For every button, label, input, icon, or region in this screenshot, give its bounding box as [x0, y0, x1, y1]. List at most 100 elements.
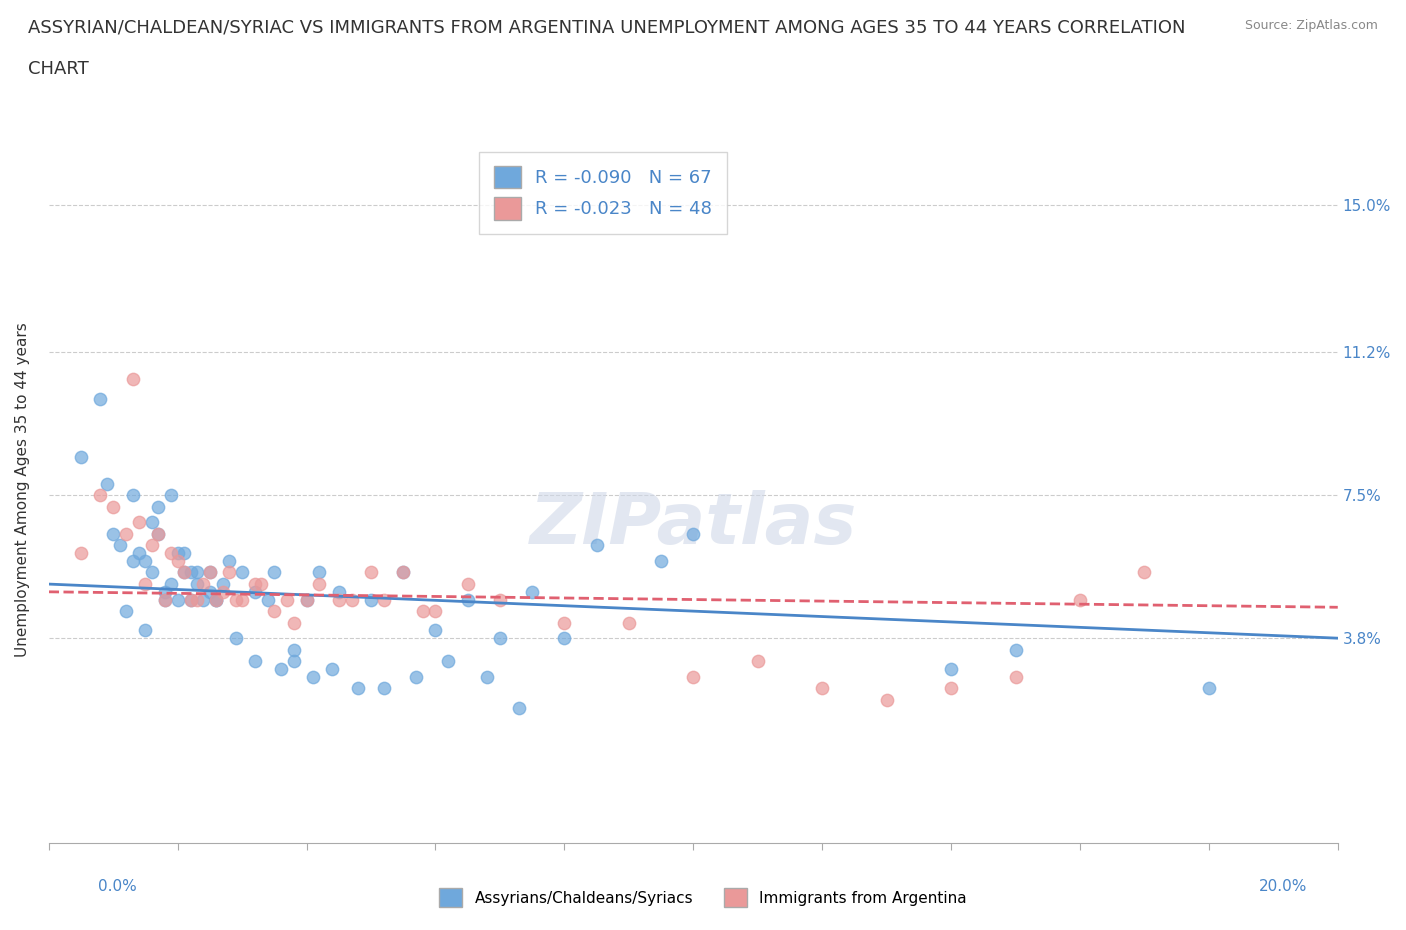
- Point: [437, 654, 460, 669]
- Point: [457, 577, 479, 591]
- Point: [939, 681, 962, 696]
- Point: [276, 592, 298, 607]
- Legend: R = -0.090   N = 67, R = -0.023   N = 48: R = -0.090 N = 67, R = -0.023 N = 48: [479, 152, 727, 234]
- Point: [121, 553, 143, 568]
- Point: [243, 577, 266, 591]
- Point: [295, 592, 318, 607]
- Point: [121, 372, 143, 387]
- Point: [283, 643, 305, 658]
- Point: [308, 577, 330, 591]
- Point: [153, 584, 176, 599]
- Point: [617, 616, 640, 631]
- Point: [205, 592, 228, 607]
- Point: [747, 654, 769, 669]
- Point: [425, 623, 447, 638]
- Point: [263, 565, 285, 580]
- Point: [1133, 565, 1156, 580]
- Point: [295, 592, 318, 607]
- Point: [70, 546, 93, 561]
- Point: [225, 592, 247, 607]
- Point: [457, 592, 479, 607]
- Point: [270, 661, 292, 676]
- Point: [70, 449, 93, 464]
- Point: [553, 616, 575, 631]
- Point: [1198, 681, 1220, 696]
- Point: [373, 681, 395, 696]
- Point: [243, 654, 266, 669]
- Text: ZIPatlas: ZIPatlas: [530, 490, 856, 559]
- Point: [148, 499, 170, 514]
- Point: [225, 631, 247, 645]
- Point: [166, 546, 188, 561]
- Point: [141, 515, 163, 530]
- Point: [392, 565, 415, 580]
- Point: [160, 577, 183, 591]
- Point: [121, 487, 143, 502]
- Point: [115, 604, 138, 618]
- Point: [231, 592, 253, 607]
- Point: [141, 565, 163, 580]
- Point: [180, 592, 202, 607]
- Point: [166, 592, 188, 607]
- Point: [321, 661, 343, 676]
- Point: [553, 631, 575, 645]
- Point: [218, 553, 240, 568]
- Point: [148, 526, 170, 541]
- Point: [89, 392, 111, 406]
- Point: [198, 565, 221, 580]
- Text: ASSYRIAN/CHALDEAN/SYRIAC VS IMMIGRANTS FROM ARGENTINA UNEMPLOYMENT AMONG AGES 35: ASSYRIAN/CHALDEAN/SYRIAC VS IMMIGRANTS F…: [28, 19, 1185, 36]
- Point: [89, 487, 111, 502]
- Point: [257, 592, 280, 607]
- Point: [205, 592, 228, 607]
- Point: [141, 538, 163, 553]
- Point: [340, 592, 363, 607]
- Point: [231, 565, 253, 580]
- Point: [134, 553, 156, 568]
- Point: [160, 487, 183, 502]
- Point: [939, 661, 962, 676]
- Point: [134, 623, 156, 638]
- Point: [360, 565, 382, 580]
- Point: [198, 584, 221, 599]
- Point: [173, 565, 195, 580]
- Point: [650, 553, 672, 568]
- Point: [360, 592, 382, 607]
- Point: [205, 592, 228, 607]
- Point: [243, 584, 266, 599]
- Point: [373, 592, 395, 607]
- Point: [211, 577, 233, 591]
- Point: [585, 538, 607, 553]
- Point: [392, 565, 415, 580]
- Point: [283, 616, 305, 631]
- Point: [173, 546, 195, 561]
- Point: [115, 526, 138, 541]
- Point: [520, 584, 543, 599]
- Point: [218, 565, 240, 580]
- Point: [412, 604, 434, 618]
- Point: [489, 592, 512, 607]
- Text: Source: ZipAtlas.com: Source: ZipAtlas.com: [1244, 19, 1378, 32]
- Point: [405, 670, 427, 684]
- Point: [508, 700, 530, 715]
- Point: [876, 693, 898, 708]
- Point: [198, 565, 221, 580]
- Text: 20.0%: 20.0%: [1260, 879, 1308, 894]
- Point: [148, 526, 170, 541]
- Point: [328, 584, 350, 599]
- Point: [180, 565, 202, 580]
- Point: [186, 577, 208, 591]
- Point: [283, 654, 305, 669]
- Point: [682, 526, 704, 541]
- Point: [153, 592, 176, 607]
- Point: [186, 565, 208, 580]
- Point: [263, 604, 285, 618]
- Point: [811, 681, 834, 696]
- Point: [193, 577, 215, 591]
- Point: [160, 546, 183, 561]
- Point: [128, 515, 150, 530]
- Point: [134, 577, 156, 591]
- Point: [328, 592, 350, 607]
- Point: [489, 631, 512, 645]
- Point: [475, 670, 498, 684]
- Point: [308, 565, 330, 580]
